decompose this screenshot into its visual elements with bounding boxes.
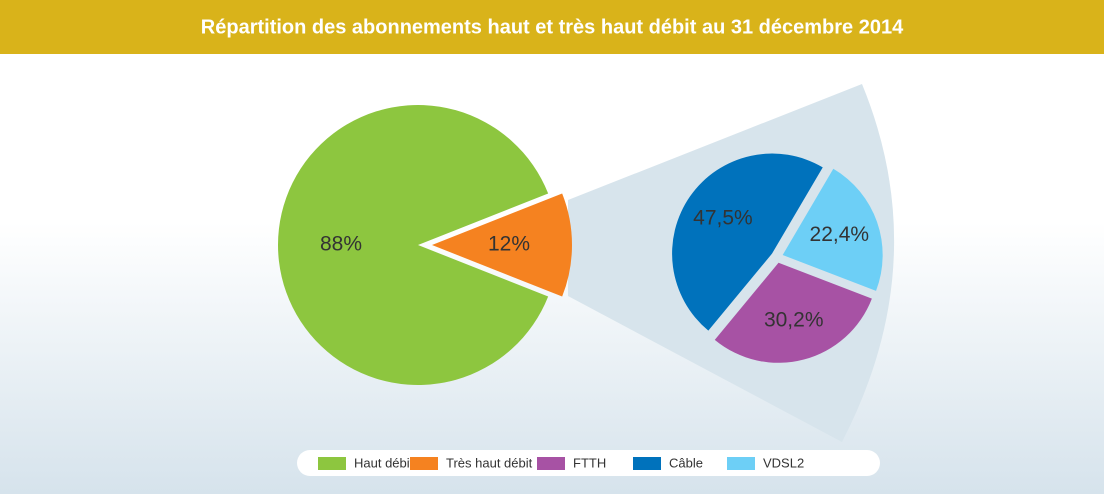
pie-slice (782, 168, 883, 291)
legend-label: Très haut débit (446, 455, 533, 470)
data-label: 30,2% (764, 308, 824, 331)
legend-swatch (410, 457, 438, 470)
pie-slice (432, 193, 572, 297)
legend-label: Haut débit (354, 455, 414, 470)
legend-swatch (537, 457, 565, 470)
chart-title: Répartition des abonnements haut et très… (201, 16, 904, 38)
pie-slice (714, 262, 872, 363)
pie-slice (278, 105, 549, 386)
legend-label: Câble (669, 455, 703, 470)
data-label: 22,4% (810, 223, 870, 246)
data-label: 47,5% (693, 207, 753, 230)
data-label: 88% (320, 233, 362, 256)
pie-slice (672, 153, 823, 331)
legend-swatch (727, 457, 755, 470)
legend-swatch (633, 457, 661, 470)
legend-label: VDSL2 (763, 455, 804, 470)
legend-label: FTTH (573, 455, 606, 470)
legend-swatch (318, 457, 346, 470)
header-bar (0, 0, 1104, 54)
data-label: 12% (488, 233, 530, 256)
